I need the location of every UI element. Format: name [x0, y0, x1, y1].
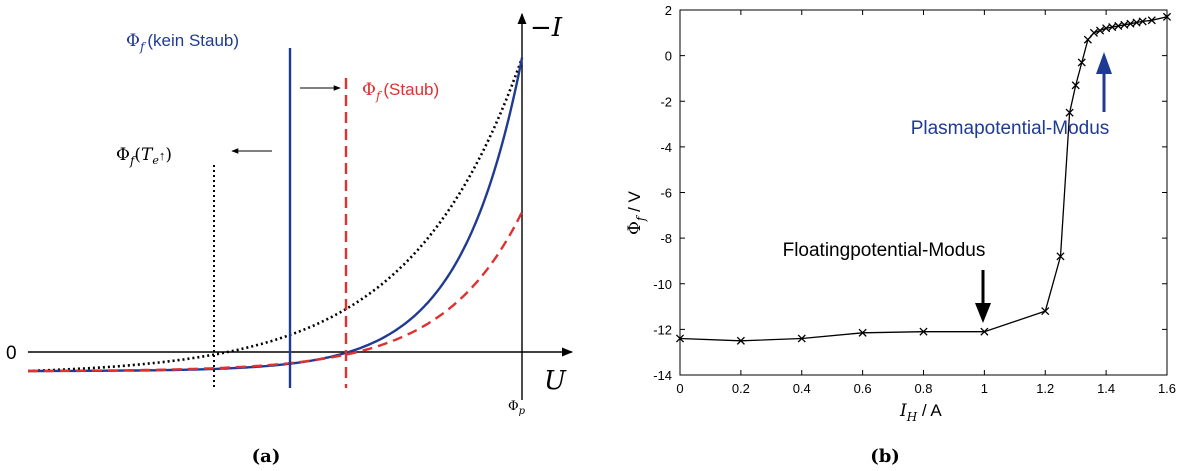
y-tick-label: 2 [665, 3, 672, 18]
data-point-marker [1071, 81, 1080, 90]
data-point-marker [1147, 16, 1156, 25]
current-axis-label: −I [530, 13, 563, 43]
phi-f-staub-label: Φf (Staub) [362, 80, 439, 103]
data-markers [675, 12, 1172, 345]
panel-label-a: (a) [252, 446, 281, 467]
y-tick-label: -10 [653, 277, 672, 292]
data-point-marker [1138, 17, 1147, 26]
data-point-marker [1114, 21, 1123, 31]
x-tick-label: 0.8 [914, 381, 932, 396]
x-tick-label: 0.4 [793, 381, 811, 396]
data-point-marker [1108, 23, 1117, 32]
data-point-marker [919, 327, 928, 336]
floatingpotential-annotation: Floatingpotential-Modus [783, 240, 986, 261]
x-tick-label: 0.2 [732, 381, 750, 396]
y-tick-label: -2 [660, 94, 672, 109]
u-axis-label: U [544, 366, 567, 396]
x-tick-label: 0.6 [854, 381, 872, 396]
data-point-marker [1041, 307, 1050, 316]
data-point-marker [1083, 35, 1092, 44]
data-point-marker [797, 334, 806, 343]
data-point-marker [980, 327, 989, 336]
data-point-marker [1102, 24, 1111, 33]
phi-f-kein-staub-label: Φf (kein Staub) [126, 31, 239, 54]
data-point-marker [1077, 58, 1086, 67]
data-point-marker [1120, 20, 1129, 29]
plasmapotential-annotation: Plasmapotential-Modus [911, 118, 1110, 139]
y-tick-label: -14 [653, 368, 672, 383]
data-point-marker [1162, 12, 1172, 21]
y-axis-label: Φf / V [625, 190, 648, 235]
data-point-marker [858, 328, 867, 337]
x-axis-label: IH / A [899, 401, 942, 424]
data-point-marker [1056, 252, 1065, 261]
plot-frame [679, 9, 1168, 376]
x-tick-label: 1.2 [1036, 381, 1054, 396]
tick-labels: 0 0.2 0.4 0.6 0.8 1 1.2 1.4 1.6 2 0 -2 -4 -6 -8 -10 -12 -… [653, 3, 1176, 396]
tick-group [679, 9, 1168, 376]
data-point-marker [1132, 18, 1141, 27]
data-line [679, 16, 1168, 342]
data-point-marker [1065, 108, 1074, 117]
plasma-potential-label: Φp [508, 399, 526, 417]
phi-f-te-label: Φf(Te↑) [116, 145, 172, 168]
panel-b-plot: 0 0.2 0.4 0.6 0.8 1 1.2 1.4 1.6 2 0 -2 -4 -6 -8 -10 -12 -… [625, 3, 1176, 467]
y-tick-label: -8 [660, 231, 672, 246]
y-tick-label: -12 [653, 322, 672, 337]
y-tick-label: -6 [660, 186, 672, 201]
x-tick-label: 1 [981, 381, 988, 396]
curve-staub [28, 211, 524, 373]
x-tick-label: 0 [676, 381, 683, 396]
y-tick-label: 0 [665, 49, 672, 64]
data-point-marker [736, 336, 745, 345]
plasmapotential-arrowhead [1096, 52, 1112, 74]
data-point-marker [1095, 26, 1105, 35]
data-point-marker [1126, 19, 1135, 28]
floatingpotential-arrowhead [975, 303, 991, 323]
x-tick-label: 1.4 [1097, 381, 1115, 396]
zero-label: 0 [6, 343, 17, 364]
panel-a-schematic: 0 U −I Φp Φf (kein Staub) Φf (Staub) Φf(Te… [6, 12, 574, 467]
curve-te [27, 57, 524, 373]
data-point-marker [675, 334, 685, 343]
data-point-marker [1089, 28, 1099, 37]
y-tick-label: -4 [660, 140, 672, 155]
curve-kein-staub [28, 57, 524, 373]
panel-label-b: (b) [870, 446, 900, 467]
x-tick-label: 1.6 [1158, 381, 1176, 396]
